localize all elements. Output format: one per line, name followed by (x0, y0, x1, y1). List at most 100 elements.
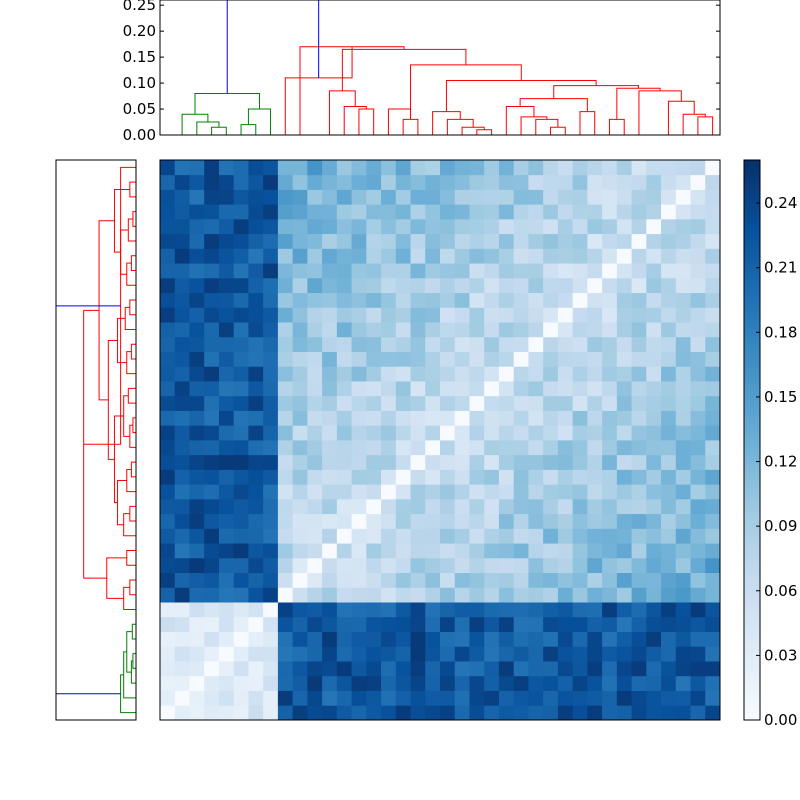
heatmap-cell (189, 587, 205, 603)
heatmap-cell (454, 351, 470, 367)
top-dendrogram-link (520, 116, 548, 135)
heatmap-cell (631, 410, 647, 426)
heatmap-cell (336, 513, 352, 529)
heatmap-cell (189, 189, 205, 205)
heatmap-cell (218, 543, 235, 559)
heatmap-cell (395, 557, 411, 574)
heatmap-cell (233, 174, 249, 190)
heatmap-cell (425, 307, 441, 323)
heatmap-cell (513, 410, 529, 426)
heatmap-cell (440, 440, 456, 456)
heatmap-cell (557, 381, 574, 397)
heatmap-cell (616, 454, 632, 470)
heatmap-cell (248, 440, 264, 456)
heatmap-cell (395, 322, 411, 338)
heatmap-cell (248, 705, 264, 721)
heatmap-cell (631, 469, 647, 485)
heatmap-cell (395, 661, 411, 677)
heatmap-cell (454, 557, 470, 574)
heatmap-cell (661, 381, 677, 397)
heatmap-cell (543, 661, 559, 677)
heatmap-cell (263, 322, 279, 338)
heatmap-cell (425, 616, 441, 632)
heatmap-cell (277, 248, 294, 264)
heatmap-cell (705, 263, 721, 279)
heatmap-cell (263, 366, 279, 382)
heatmap-cell (572, 705, 588, 721)
heatmap-cell (218, 661, 235, 677)
heatmap-cell (454, 661, 470, 677)
heatmap-cell (528, 557, 544, 574)
heatmap-cell (484, 440, 500, 456)
heatmap-cell (218, 160, 235, 176)
heatmap-cell (395, 395, 411, 411)
heatmap-cell (248, 675, 264, 691)
heatmap-cell (248, 616, 264, 632)
heatmap-cell (705, 189, 721, 205)
heatmap-cell (690, 366, 706, 382)
heatmap-cell (263, 646, 279, 662)
heatmap-cell (469, 661, 485, 677)
heatmap-cell (322, 277, 338, 294)
heatmap-cell (233, 705, 249, 721)
heatmap-cell (336, 174, 352, 190)
heatmap-cell (189, 513, 205, 529)
heatmap-cell (646, 307, 662, 323)
heatmap-cell (661, 351, 677, 367)
heatmap-cell (410, 690, 426, 706)
heatmap-cell (160, 690, 176, 706)
heatmap-cell (528, 705, 544, 721)
heatmap-cell (675, 690, 691, 706)
heatmap-cell (351, 572, 367, 588)
heatmap-cell (675, 336, 691, 352)
heatmap-cell (587, 218, 603, 235)
heatmap-cell (160, 189, 176, 205)
heatmap-cell (336, 307, 352, 323)
heatmap-cell (366, 675, 382, 691)
heatmap-cell (336, 705, 352, 721)
heatmap-cell (381, 381, 397, 397)
left-dendrogram-link (129, 579, 136, 596)
heatmap-cell (204, 440, 220, 456)
heatmap-cell (469, 631, 485, 647)
top-dendrogram-link (667, 100, 695, 135)
heatmap-cell (572, 204, 588, 220)
colorbar-axis: 0.000.030.060.090.120.150.180.210.24 (756, 194, 797, 729)
heatmap-cell (307, 366, 323, 382)
heatmap-cell (690, 218, 706, 235)
heatmap-cell (277, 189, 294, 205)
heatmap-cell (484, 572, 500, 588)
heatmap-cell (233, 543, 249, 559)
heatmap-cell (440, 322, 456, 338)
heatmap-cell (675, 351, 691, 367)
heatmap-cell (498, 381, 515, 397)
heatmap-cell (277, 366, 294, 382)
heatmap-cell (484, 263, 500, 279)
heatmap-cell (218, 705, 235, 721)
heatmap-cell (440, 292, 456, 308)
heatmap-cell (351, 440, 367, 456)
heatmap-cell (484, 233, 500, 249)
heatmap-cell (410, 248, 426, 264)
heatmap-cell (395, 646, 411, 662)
colorbar-tick-label: 0.06 (764, 582, 797, 600)
heatmap-cell (248, 277, 264, 294)
heatmap-cell (661, 307, 677, 323)
heatmap-cell (160, 248, 176, 264)
heatmap-cell (366, 646, 382, 662)
heatmap-cell (498, 410, 515, 426)
heatmap-cell (646, 410, 662, 426)
heatmap-cell (174, 661, 190, 677)
heatmap-cell (307, 189, 323, 205)
heatmap-cell (263, 498, 279, 515)
top-dendrogram-link (638, 90, 682, 135)
heatmap-cell (557, 263, 574, 279)
heatmap-cell (204, 395, 220, 411)
heatmap-cell (631, 675, 647, 691)
heatmap-cell (661, 454, 677, 470)
heatmap-cell (322, 189, 338, 205)
heatmap-cell (189, 557, 205, 574)
heatmap-cell (425, 204, 441, 220)
heatmap-cell (690, 690, 706, 706)
heatmap-cell (366, 602, 382, 618)
